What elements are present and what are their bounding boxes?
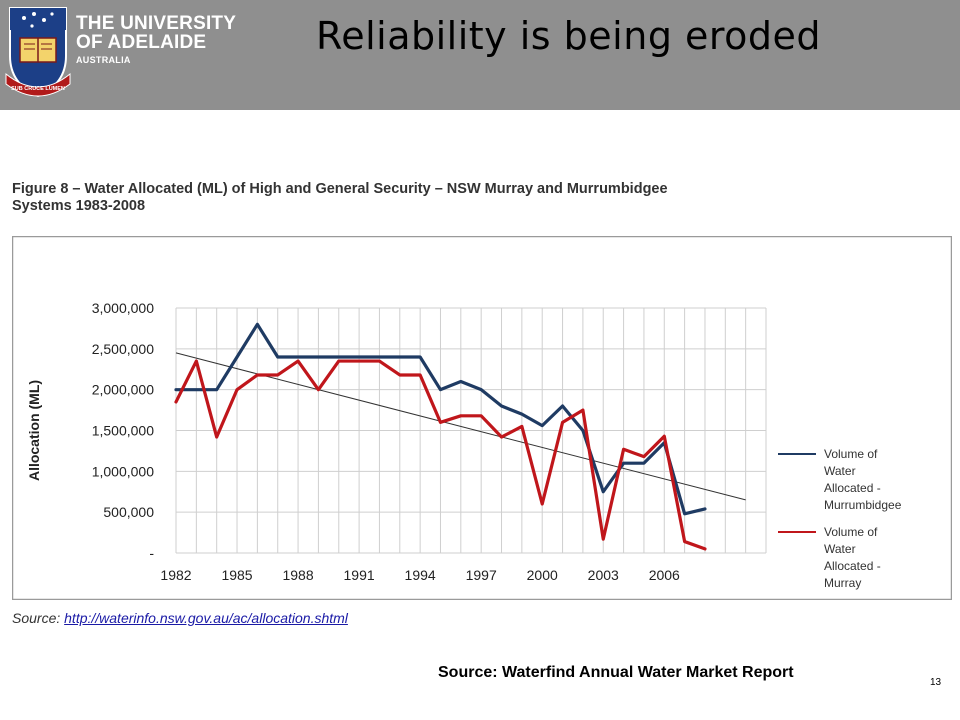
y-tick-label: 1,000,000 xyxy=(92,463,154,479)
x-tick-label: 1982 xyxy=(160,567,191,583)
university-name-line2: OF ADELAIDE xyxy=(76,32,207,53)
y-tick-label: - xyxy=(149,545,154,561)
legend-label: Water xyxy=(824,464,856,478)
y-tick-label: 2,500,000 xyxy=(92,341,154,357)
figure-caption-line1: Figure 8 – Water Allocated (ML) of High … xyxy=(12,181,668,197)
y-tick-label: 500,000 xyxy=(103,504,154,520)
x-tick-label: 1988 xyxy=(282,567,313,583)
legend-label: Water xyxy=(824,542,856,556)
university-country: AUSTRALIA xyxy=(76,55,131,65)
slide-header: SUB CRUCE LUMEN THE UNIVERSITY OF ADELAI… xyxy=(0,0,960,110)
y-tick-label: 3,000,000 xyxy=(92,300,154,316)
legend-label: Volume of xyxy=(824,525,878,539)
figure-source-link[interactable]: http://waterinfo.nsw.gov.au/ac/allocatio… xyxy=(64,610,348,626)
chart-container: - 500,000 1,000,000 1,500,000 2,000,000 2,500… xyxy=(11,235,953,601)
university-name: THE UNIVERSITY OF ADELAIDE xyxy=(76,14,236,52)
motto-text: SUB CRUCE LUMEN xyxy=(11,86,65,92)
footer-source: Source: Waterfind Annual Water Market Re… xyxy=(438,664,794,681)
page-number: 13 xyxy=(930,677,942,688)
figure-caption-line2: Systems 1983-2008 xyxy=(12,198,146,214)
figure-caption: Figure 8 – Water Allocated (ML) of High … xyxy=(12,181,942,215)
legend-label: Allocated - xyxy=(824,481,881,495)
figure-source-note: Source: http://waterinfo.nsw.gov.au/ac/a… xyxy=(12,610,348,626)
y-tick-label: 1,500,000 xyxy=(92,423,154,439)
x-tick-label: 1997 xyxy=(466,567,497,583)
legend-label: Murray xyxy=(824,576,861,590)
x-tick-label: 1985 xyxy=(221,567,252,583)
slide-title: Reliability is being eroded xyxy=(316,14,822,58)
allocation-line-chart: - 500,000 1,000,000 1,500,000 2,000,000 2,500… xyxy=(11,235,953,601)
figure-source-label: Source: xyxy=(12,610,61,626)
x-tick-label: 2006 xyxy=(649,567,680,583)
y-axis-label: Allocation (ML) xyxy=(26,380,42,481)
x-tick-label: 1991 xyxy=(344,567,375,583)
legend-label: Volume of xyxy=(824,447,878,461)
x-tick-label: 2003 xyxy=(588,567,619,583)
university-crest-icon: SUB CRUCE LUMEN xyxy=(5,7,71,98)
legend-label: Allocated - xyxy=(824,559,881,573)
legend-label: Murrumbidgee xyxy=(824,498,902,512)
trendline xyxy=(175,352,746,501)
x-tick-label: 1994 xyxy=(405,567,436,583)
university-name-line1: THE UNIVERSITY xyxy=(76,13,237,34)
series-line-murray xyxy=(174,359,707,551)
y-tick-label: 2,000,000 xyxy=(92,382,154,398)
x-tick-label: 2000 xyxy=(527,567,558,583)
